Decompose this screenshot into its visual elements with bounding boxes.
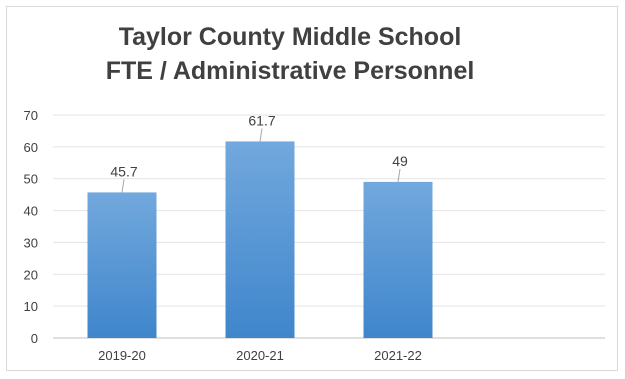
bars: 45.7 61.7 49 [87,112,433,338]
y-axis: 0 10 20 30 40 50 60 70 [24,108,38,346]
data-label-leader [259,128,263,142]
x-tick-label: 2021-22 [374,348,422,363]
data-label: 45.7 [110,163,137,179]
chart-title: Taylor County Middle School FTE / Admini… [0,20,580,88]
y-tick-label: 70 [24,108,38,123]
bar [87,192,157,338]
x-axis: 2019-20 2020-21 2021-22 [98,348,422,363]
y-tick-label: 10 [24,299,38,314]
bar [363,181,433,338]
x-tick-label: 2019-20 [98,348,146,363]
y-tick-label: 30 [24,235,38,250]
y-tick-label: 20 [24,267,38,282]
bar [225,141,295,338]
data-label-leader [397,168,401,182]
data-label-leader [121,179,125,193]
y-tick-label: 60 [24,140,38,155]
y-tick-label: 50 [24,172,38,187]
chart-subtitle: FTE / Administrative Personnel [105,57,475,85]
x-tick-label: 2020-21 [236,348,284,363]
y-tick-label: 0 [31,331,38,346]
data-label: 49 [392,153,408,169]
y-tick-label: 40 [24,204,38,219]
chart-title-line1: Taylor County Middle School [118,23,462,51]
data-label: 61.7 [248,112,275,128]
